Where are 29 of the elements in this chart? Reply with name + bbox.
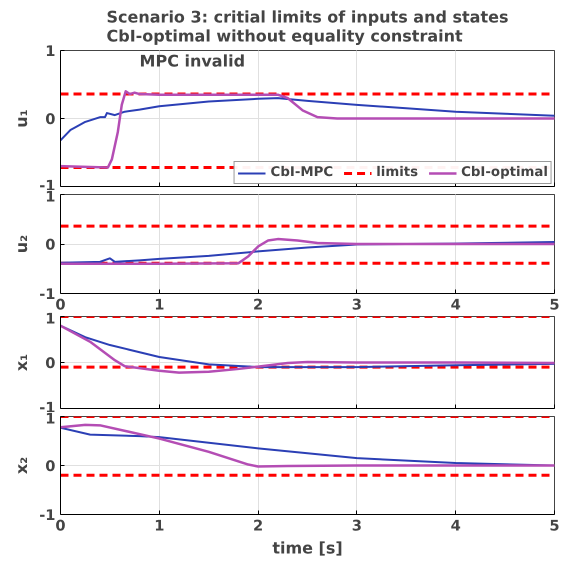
y-axis-title: x₁ xyxy=(12,354,32,372)
y-tick-label: 0 xyxy=(45,355,56,372)
legend-label: CbI-MPC xyxy=(270,165,334,180)
x-tick-label: 1 xyxy=(154,296,164,314)
y-axis-title: u₁ xyxy=(12,109,32,128)
y-tick-label: 1 xyxy=(45,43,56,60)
x-tick-label: 3 xyxy=(352,518,362,534)
y-tick-label: 0 xyxy=(45,458,56,475)
x-tick-label: 5 xyxy=(549,518,560,534)
x-tick-label: 1 xyxy=(154,518,164,534)
y-axis-title: u₂ xyxy=(12,234,32,254)
x-tick-label: 3 xyxy=(352,296,362,314)
legend-label: CbI-optimal xyxy=(461,165,548,180)
x-tick-label: 4 xyxy=(450,518,461,534)
y-tick-label: -1 xyxy=(39,507,56,524)
legend-label: limits xyxy=(376,165,418,180)
y-tick-label: 0 xyxy=(45,236,56,254)
x-tick-label: 2 xyxy=(253,296,264,314)
y-tick-label: 0 xyxy=(45,111,56,128)
x-tick-label: 4 xyxy=(450,296,461,314)
line-series xyxy=(60,97,554,142)
x-tick-label: 5 xyxy=(549,296,560,314)
y-axis-title: x₂ xyxy=(12,456,32,474)
x-tick-label: 2 xyxy=(253,518,264,534)
chart-title: Scenario 3: critial limits of inputs and states CbI-optimal without equality constraint xyxy=(106,8,508,46)
y-tick-label: -1 xyxy=(39,286,56,303)
x-axis-title: time [s] xyxy=(272,538,343,558)
annotation: MPC invalid xyxy=(140,52,246,70)
y-tick-label: 1 xyxy=(45,310,56,328)
